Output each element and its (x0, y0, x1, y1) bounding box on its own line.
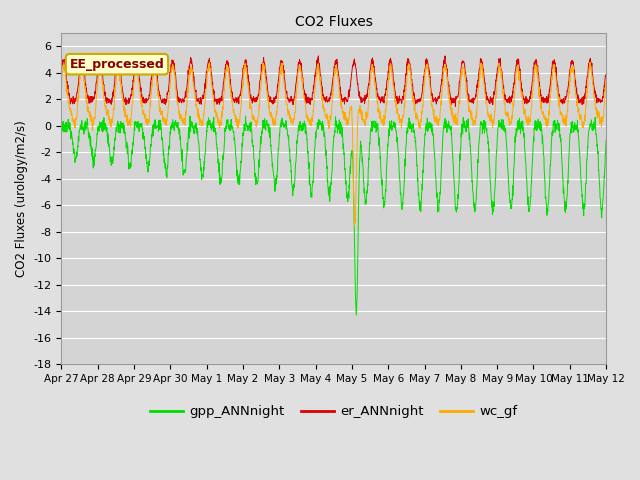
wc_gf (308, 114, 316, 120)
wc_gf (85, 110, 93, 116)
Line: gpp_ANNnight: gpp_ANNnight (61, 116, 606, 315)
gpp_ANNnight (353, 312, 360, 318)
Title: CO2 Fluxes: CO2 Fluxes (295, 15, 372, 29)
Legend: gpp_ANNnight, er_ANNnight, wc_gf: gpp_ANNnight, er_ANNnight, wc_gf (145, 400, 523, 424)
er_ANNnight (602, 72, 610, 77)
Line: er_ANNnight: er_ANNnight (61, 56, 606, 107)
er_ANNnight (85, 100, 93, 106)
wc_gf (602, 82, 610, 87)
er_ANNnight (58, 65, 65, 71)
gpp_ANNnight (85, 135, 93, 141)
wc_gf (587, 62, 595, 68)
gpp_ANNnight (587, 120, 595, 126)
wc_gf (487, 116, 495, 121)
er_ANNnight (587, 60, 595, 65)
gpp_ANNnight (242, 113, 250, 119)
gpp_ANNnight (323, 156, 330, 161)
gpp_ANNnight (58, 125, 65, 131)
Text: EE_processed: EE_processed (70, 58, 164, 71)
wc_gf (587, 65, 595, 71)
gpp_ANNnight (587, 123, 595, 129)
wc_gf (58, 84, 65, 89)
wc_gf (351, 223, 358, 229)
gpp_ANNnight (602, 138, 610, 144)
er_ANNnight (487, 97, 495, 103)
er_ANNnight (314, 53, 322, 59)
er_ANNnight (323, 95, 330, 101)
wc_gf (323, 116, 330, 121)
gpp_ANNnight (487, 188, 495, 193)
gpp_ANNnight (308, 185, 316, 191)
er_ANNnight (587, 57, 595, 63)
er_ANNnight (452, 104, 460, 109)
wc_gf (206, 60, 214, 65)
er_ANNnight (308, 96, 316, 101)
Y-axis label: CO2 Fluxes (urology/m2/s): CO2 Fluxes (urology/m2/s) (15, 120, 28, 277)
Line: wc_gf: wc_gf (61, 62, 606, 226)
